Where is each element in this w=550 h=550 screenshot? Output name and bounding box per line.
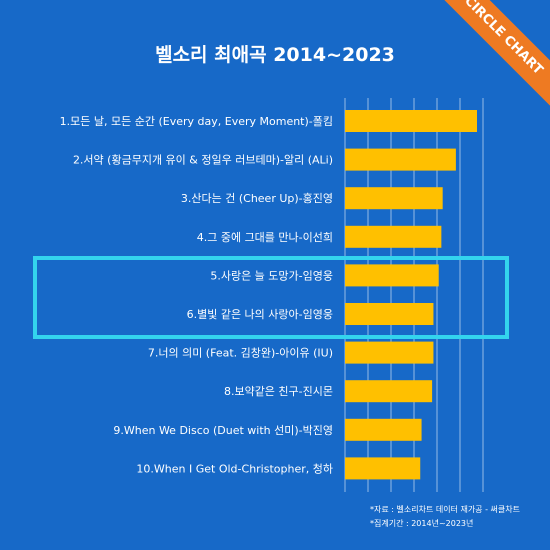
bar — [345, 303, 434, 325]
chart-title: 벨소리 최애곡 2014~2023 — [155, 44, 395, 66]
category-label: 6.별빛 같은 나의 사랑아-임영웅 — [187, 308, 333, 321]
source-line: *자료 : 벨소리차트 데이터 재가공 - 써클차트 — [370, 505, 520, 514]
period-line: *집계기간 : 2014년~2023년 — [370, 519, 474, 528]
bar — [345, 380, 433, 403]
bar — [345, 148, 456, 171]
bar — [345, 457, 421, 480]
bar — [345, 225, 442, 248]
bar — [345, 110, 477, 132]
bar — [345, 341, 434, 364]
category-label: 5.사랑은 늘 도망가-임영웅 — [210, 269, 333, 282]
bar — [345, 264, 439, 287]
bar — [345, 418, 422, 441]
bar — [345, 187, 443, 210]
source-note: *자료 : 벨소리차트 데이터 재가공 - 써클차트 *집계기간 : 2014년… — [370, 503, 520, 531]
category-label: 3.산다는 건 (Cheer Up)-홍진영 — [181, 191, 333, 205]
category-label: 10.When I Get Old-Christopher, 청하 — [136, 461, 333, 475]
highlight-box — [33, 256, 509, 339]
category-label: 7.너의 의미 (Feat. 김창완)-아이유 (IU) — [148, 347, 333, 360]
category-label: 8.보약같은 친구-진시몬 — [224, 384, 333, 398]
category-label: 4.그 중에 그대를 만나-이선희 — [197, 231, 333, 244]
category-label: 9.When We Disco (Duet with 선미)-박진영 — [113, 424, 333, 437]
category-label: 2.서약 (황금무지개 유이 & 정일우 러브테마)-알리 (ALi) — [73, 153, 333, 167]
category-label: 1.모든 날, 모든 순간 (Every day, Every Moment)-… — [60, 115, 333, 128]
